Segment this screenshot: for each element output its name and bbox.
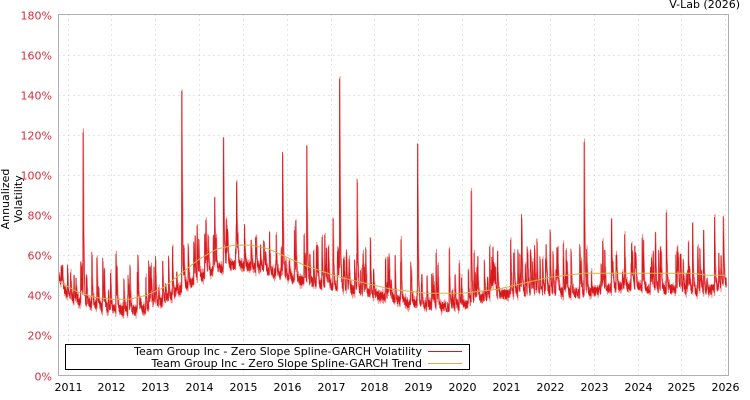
y-tick-label: 180% bbox=[21, 10, 52, 23]
x-tick-label: 2018 bbox=[361, 381, 389, 394]
legend-box bbox=[65, 344, 470, 370]
legend-label-trend: Team Group Inc - Zero Slope Spline-GARCH… bbox=[151, 357, 423, 370]
y-tick-label: 0% bbox=[35, 371, 52, 384]
x-tick-label: 2022 bbox=[537, 381, 565, 394]
volatility-line bbox=[58, 78, 727, 316]
y-axis-ticks: 0% 20% 40% 60% 80% 100% 120% 140% 160% 180% bbox=[21, 10, 52, 384]
x-tick-label: 2012 bbox=[98, 381, 126, 394]
y-tick-label: 80% bbox=[28, 210, 52, 223]
x-tick-label: 2025 bbox=[668, 381, 696, 394]
x-tick-label: 2013 bbox=[142, 381, 170, 394]
y-tick-label: 20% bbox=[28, 330, 52, 343]
x-tick-label: 2019 bbox=[405, 381, 433, 394]
x-tick-label: 2026 bbox=[712, 381, 740, 394]
plot-frame bbox=[58, 14, 729, 376]
x-tick-label: 2024 bbox=[625, 381, 653, 394]
x-tick-label: 2016 bbox=[274, 381, 302, 394]
y-tick-label: 100% bbox=[21, 170, 52, 183]
series-lines bbox=[58, 76, 728, 319]
chart-credit: V-Lab (2026) bbox=[669, 0, 740, 11]
trend-line bbox=[58, 244, 727, 300]
y-tick-label: 160% bbox=[21, 50, 52, 63]
legend: Team Group Inc - Zero Slope Spline-GARCH… bbox=[65, 344, 470, 370]
x-tick-label: 2023 bbox=[581, 381, 609, 394]
x-tick-label: 2021 bbox=[493, 381, 521, 394]
x-tick-label: 2017 bbox=[318, 381, 346, 394]
x-tick-label: 2011 bbox=[55, 381, 83, 394]
x-tick-label: 2020 bbox=[449, 381, 477, 394]
y-tick-label: 120% bbox=[21, 130, 52, 143]
x-axis-ticks: 2011 2012 2013 2014 2015 2016 2017 2018 2019 2020… bbox=[55, 381, 740, 394]
x-tick-label: 2015 bbox=[230, 381, 258, 394]
legend-label-volatility: Team Group Inc - Zero Slope Spline-GARCH… bbox=[133, 345, 422, 358]
y-tick-label: 140% bbox=[21, 90, 52, 103]
y-tick-label: 60% bbox=[28, 250, 52, 263]
y-tick-label: 40% bbox=[28, 290, 52, 303]
x-tick-label: 2014 bbox=[186, 381, 214, 394]
grid-lines bbox=[58, 14, 729, 376]
